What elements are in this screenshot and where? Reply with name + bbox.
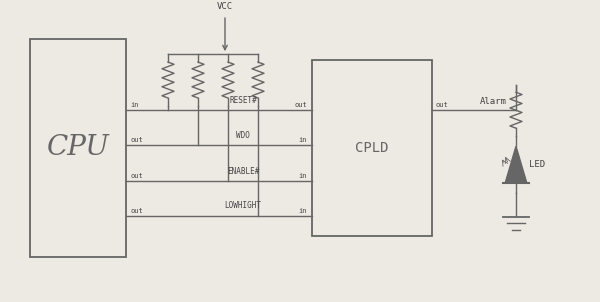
- Text: WDO: WDO: [236, 130, 250, 140]
- Polygon shape: [505, 146, 527, 183]
- Text: out: out: [131, 173, 143, 179]
- Text: out: out: [435, 102, 448, 108]
- Text: LOWHIGHT: LOWHIGHT: [224, 201, 262, 210]
- Bar: [312, 60, 432, 236]
- Text: out: out: [295, 102, 307, 108]
- Text: VCC: VCC: [217, 2, 233, 11]
- Text: out: out: [131, 207, 143, 214]
- Text: in: in: [131, 102, 139, 108]
- Text: Alarm: Alarm: [480, 97, 507, 106]
- Text: in: in: [299, 137, 307, 143]
- Bar: [30, 39, 126, 257]
- Text: RESET#: RESET#: [229, 96, 257, 105]
- Text: out: out: [131, 137, 143, 143]
- Text: CPU: CPU: [47, 134, 109, 162]
- Text: CPLD: CPLD: [355, 141, 389, 155]
- Text: in: in: [299, 207, 307, 214]
- Text: in: in: [299, 173, 307, 179]
- Text: LED: LED: [529, 160, 545, 169]
- Text: ENABLE#: ENABLE#: [227, 167, 259, 176]
